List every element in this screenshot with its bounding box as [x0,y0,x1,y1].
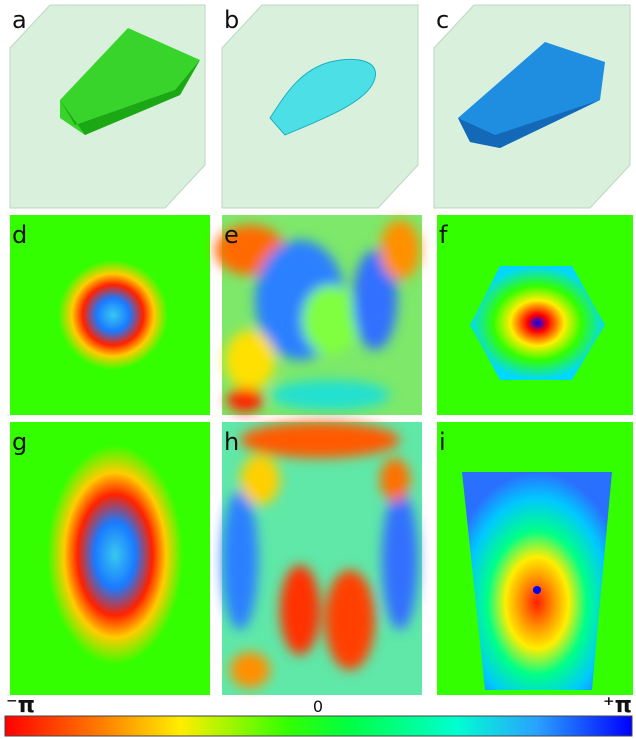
panel-g: g [10,422,210,695]
panel-h: h [222,422,422,695]
panel-d: d [10,215,210,415]
panel-c: c [434,5,630,208]
colorbar-mid-label: 0 [313,697,323,716]
panel-i: i [437,422,633,695]
figure: a b c d e f [0,0,636,739]
panel-e: e [215,215,422,415]
colorbar: ⁻π 0 ⁺π [5,693,632,736]
panel-label: i [439,428,446,456]
colorbar-min-label: ⁻π [6,693,35,718]
panel-label: c [436,6,449,34]
colorbar-max-label: ⁺π [603,693,632,718]
panel-label: d [12,221,27,249]
panel-label: h [224,428,239,456]
panel-f: f [437,215,633,415]
panel-label: e [224,221,239,249]
panel-label: f [439,221,448,249]
panel-label: b [224,6,239,34]
colorbar-bar [5,716,632,736]
panel-a: a [10,5,205,208]
panel-b: b [222,5,418,208]
panel-label: g [12,428,27,456]
panel-label: a [12,6,27,34]
